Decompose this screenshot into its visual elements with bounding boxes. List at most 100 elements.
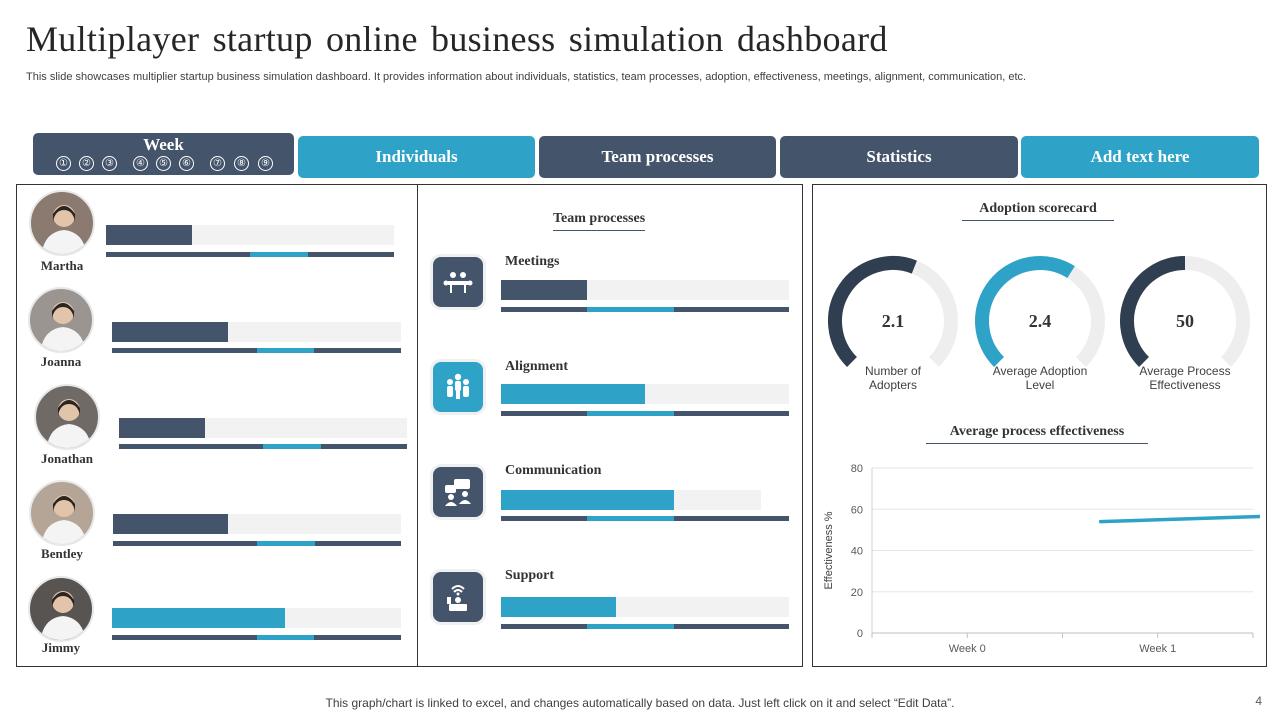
series-line (1098, 514, 1260, 524)
week-9-button[interactable]: ⑨ (258, 156, 273, 171)
tab-individuals[interactable]: Individuals (298, 136, 535, 178)
progress-track (106, 225, 394, 245)
progress-fill (119, 418, 206, 438)
person-photo-icon (46, 399, 92, 448)
process-week-line (501, 307, 789, 312)
process-fill (501, 490, 674, 510)
page-number: 4 (1255, 694, 1262, 708)
chart-title: Average process effectiveness (926, 424, 1148, 444)
gauge: 50 (1115, 251, 1255, 391)
week-progress-line (112, 348, 401, 353)
process-track (501, 490, 761, 510)
week-label: Week (143, 135, 184, 154)
person-photo-icon (40, 302, 86, 351)
progress-track (119, 418, 407, 438)
team-processes-title: Team processes (553, 211, 646, 231)
gauge: 2.1 (823, 251, 963, 391)
page-title: Multiplayer startup online business simu… (26, 19, 888, 59)
week-progress-highlight (263, 444, 321, 449)
week-progress-highlight (256, 348, 315, 353)
avatar (29, 480, 95, 546)
y-tick-label: 20 (851, 587, 863, 599)
tab-team-processes[interactable]: Team processes (539, 136, 776, 178)
gauge-arc (975, 256, 1105, 367)
avatar (34, 384, 100, 450)
adoption-scorecard-title: Adoption scorecard (962, 201, 1114, 221)
week-2-button[interactable]: ② (79, 156, 94, 171)
process-label: Support (505, 568, 555, 583)
x-tick-label: Week 0 (949, 643, 986, 655)
week-5-button[interactable]: ⑤ (156, 156, 171, 171)
process-week-line (501, 411, 789, 416)
week-6-button[interactable]: ⑥ (179, 156, 194, 171)
gauge-arc (828, 256, 958, 367)
gauge-label-line: Level (1025, 378, 1055, 392)
effectiveness-line-chart[interactable]: 0 20 40 60 80 Week 0 Week 1 Effectiveness % (815, 455, 1260, 660)
week-progress-highlight (256, 635, 315, 640)
gauge: 2.4 (970, 251, 1110, 391)
communication-icon (433, 467, 483, 517)
gauge-value-arc (1120, 256, 1186, 367)
tab-week[interactable]: Week ① ② ③ ④ ⑤ ⑥ ⑦ ⑧ ⑨ (33, 133, 294, 175)
process-week-highlight (587, 624, 674, 629)
y-axis-label: Effectiveness % (823, 511, 835, 589)
meeting-icon (433, 257, 483, 307)
tab-add-text[interactable]: Add text here (1021, 136, 1259, 178)
week-3-button[interactable]: ③ (102, 156, 117, 171)
process-week-line (501, 516, 789, 521)
support-icon (433, 572, 483, 622)
gauge-value: 50 (1176, 311, 1194, 331)
person-name: Jimmy (41, 640, 81, 655)
tab-statistics[interactable]: Statistics (780, 136, 1018, 178)
process-label: Meetings (505, 254, 560, 269)
footer-note: This graph/chart is linked to excel, and… (325, 696, 955, 710)
week-progress-highlight (257, 541, 315, 546)
progress-fill (112, 322, 228, 342)
avatar (29, 190, 95, 256)
y-tick-label: 40 (851, 546, 863, 558)
gauge-value: 2.4 (1028, 311, 1052, 331)
week-progress-line (119, 444, 407, 449)
gauge-label-line: Number of (864, 364, 922, 378)
page-subtitle: This slide showcases multiplier startup … (26, 71, 1027, 83)
gauge-value-arc (828, 256, 917, 367)
person-name: Martha (40, 258, 84, 273)
process-week-line (501, 624, 789, 629)
person-name: Bentley (41, 546, 83, 561)
week-4-button[interactable]: ④ (133, 156, 148, 171)
progress-track (113, 514, 401, 534)
gauge-label: Number of Adopters (823, 364, 963, 392)
person-name: Jonathan (40, 451, 94, 466)
process-week-highlight (587, 411, 674, 416)
process-label: Alignment (505, 359, 568, 374)
process-fill (501, 384, 645, 404)
week-progress-highlight (250, 252, 308, 257)
person-photo-icon (40, 591, 86, 640)
progress-fill (106, 225, 193, 245)
progress-fill (113, 514, 229, 534)
progress-track (112, 608, 401, 628)
gauge-value: 2.1 (881, 311, 905, 331)
avatar (28, 576, 94, 642)
gauge-label-line: Average Process (1139, 364, 1231, 378)
person-name: Joanna (40, 354, 82, 369)
gauge-label-line: Average Adoption (992, 364, 1088, 378)
gauge-value-arc (975, 256, 1075, 367)
week-7-button[interactable]: ⑦ (210, 156, 225, 171)
process-fill (501, 280, 588, 300)
gauge-arc (1120, 256, 1250, 367)
week-progress-line (113, 541, 401, 546)
progress-track (112, 322, 401, 342)
week-8-button[interactable]: ⑧ (234, 156, 249, 171)
process-week-highlight (587, 307, 674, 312)
gauge-label: Average Process Effectiveness (1115, 364, 1255, 392)
x-tick-label: Week 1 (1139, 643, 1176, 655)
week-progress-line (106, 252, 394, 257)
avatar (28, 287, 94, 353)
week-1-button[interactable]: ① (56, 156, 71, 171)
process-track (501, 280, 789, 300)
y-tick-label: 0 (857, 628, 863, 640)
process-track (501, 597, 789, 617)
person-photo-icon (41, 205, 87, 254)
gauge-label-line: Effectiveness (1149, 378, 1221, 392)
